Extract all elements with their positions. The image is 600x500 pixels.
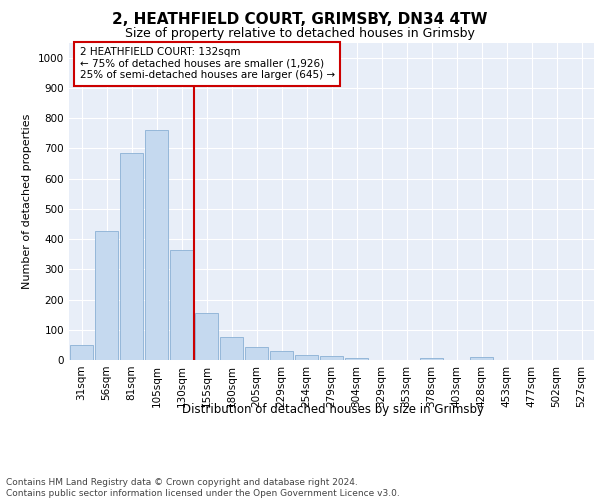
Y-axis label: Number of detached properties: Number of detached properties: [22, 114, 32, 289]
Bar: [420, 358, 443, 360]
Bar: [470, 357, 493, 360]
Text: Contains HM Land Registry data © Crown copyright and database right 2024.
Contai: Contains HM Land Registry data © Crown c…: [6, 478, 400, 498]
Text: 2, HEATHFIELD COURT, GRIMSBY, DN34 4TW: 2, HEATHFIELD COURT, GRIMSBY, DN34 4TW: [112, 12, 488, 28]
Bar: [245, 348, 268, 360]
Text: 2 HEATHFIELD COURT: 132sqm
← 75% of detached houses are smaller (1,926)
25% of s: 2 HEATHFIELD COURT: 132sqm ← 75% of deta…: [79, 48, 335, 80]
Bar: [345, 358, 368, 360]
Bar: [220, 338, 243, 360]
Bar: [120, 153, 143, 360]
Bar: [145, 130, 168, 360]
Bar: [170, 250, 193, 360]
Bar: [320, 356, 343, 360]
Bar: [70, 345, 93, 360]
Bar: [270, 351, 293, 360]
Text: Size of property relative to detached houses in Grimsby: Size of property relative to detached ho…: [125, 28, 475, 40]
Bar: [95, 232, 118, 360]
Bar: [295, 354, 318, 360]
Bar: [195, 313, 218, 360]
Text: Distribution of detached houses by size in Grimsby: Distribution of detached houses by size …: [182, 402, 484, 415]
